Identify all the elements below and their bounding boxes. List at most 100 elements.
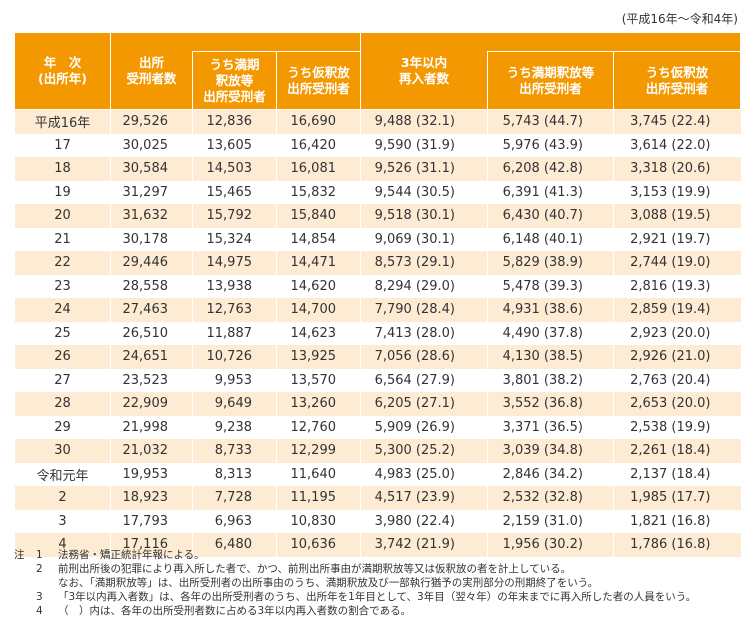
value-cell: 3,745 (22.4) <box>613 109 741 134</box>
value-cell: 3,088 (19.5) <box>613 204 741 228</box>
header-released-parole: うち仮釈放 出所受刑者 <box>276 51 361 110</box>
value-cell: 2,859 (19.4) <box>613 298 741 322</box>
year-cell: 29 <box>14 415 111 439</box>
value-cell: 3,318 (20.6) <box>613 157 741 181</box>
value-cell: 8,733 <box>192 439 277 463</box>
value-cell: 21,998 <box>110 415 193 439</box>
period-label: (平成16年～令和4年) <box>621 12 738 26</box>
value-cell: 14,503 <box>192 157 277 181</box>
value-cell: 3,742 (21.9) <box>360 533 488 557</box>
value-cell: 18,923 <box>110 486 193 510</box>
value-cell: 9,069 (30.1) <box>360 227 488 251</box>
value-cell: 11,887 <box>192 321 277 345</box>
value-cell: 22,909 <box>110 392 193 416</box>
value-cell: 13,925 <box>276 345 361 369</box>
value-cell: 13,938 <box>192 274 277 298</box>
value-cell: 2,137 (18.4) <box>613 462 741 486</box>
value-cell: 2,921 (19.7) <box>613 227 741 251</box>
value-cell: 8,294 (29.0) <box>360 274 488 298</box>
value-cell: 4,130 (38.5) <box>487 345 614 369</box>
table-row: 26 24,651 10,726 13,925 7,056 (28.6) 4,130 (3… <box>14 345 741 369</box>
table-row: 18 30,584 14,503 16,081 9,526 (31.1) 6,208 (4… <box>14 157 741 181</box>
note-label <box>14 562 36 576</box>
value-cell: 2,538 (19.9) <box>613 415 741 439</box>
table-row: 19 31,297 15,465 15,832 9,544 (30.5) 6,391 (4… <box>14 180 741 204</box>
table-row: 27 23,523 9,953 13,570 6,564 (27.9) 3,801 (38… <box>14 368 741 392</box>
year-cell: 18 <box>14 157 111 181</box>
header-reentry-expiry: うち満期釈放等 出所受刑者 <box>487 51 614 110</box>
value-cell: 17,116 <box>110 533 193 557</box>
value-cell: 29,526 <box>110 109 193 134</box>
year-cell: 21 <box>14 227 111 251</box>
value-cell: 7,056 (28.6) <box>360 345 488 369</box>
value-cell: 4,490 (37.8) <box>487 321 614 345</box>
year-cell: 30 <box>14 439 111 463</box>
value-cell: 2,763 (20.4) <box>613 368 741 392</box>
note-item: なお、「満期釈放等」は、出所受刑者の出所事由のうち、満期釈放及び一部執行猶予の実… <box>14 576 750 590</box>
value-cell: 12,760 <box>276 415 361 439</box>
header-reentry: 3年以内 再入者数 <box>360 32 488 110</box>
value-cell: 5,976 (43.9) <box>487 133 614 157</box>
value-cell: 13,260 <box>276 392 361 416</box>
year-cell: 28 <box>14 392 111 416</box>
header-released-expiry: うち満期 釈放等 出所受刑者 <box>192 51 277 110</box>
value-cell: 3,801 (38.2) <box>487 368 614 392</box>
table-row: 4 17,116 6,480 10,636 3,742 (21.9) 1,956 (30.… <box>14 533 741 557</box>
value-cell: 10,726 <box>192 345 277 369</box>
year-cell: 平成16年 <box>14 109 111 134</box>
value-cell: 3,552 (36.8) <box>487 392 614 416</box>
value-cell: 15,832 <box>276 180 361 204</box>
value-cell: 30,178 <box>110 227 193 251</box>
note-number: 2 <box>36 563 43 575</box>
value-cell: 15,324 <box>192 227 277 251</box>
note-text: 前刑出所後の犯罪により再入所した者で、かつ、前刑出所事由が満期釈放等又は仮釈放の… <box>58 563 572 575</box>
value-cell: 14,620 <box>276 274 361 298</box>
year-cell: 17 <box>14 133 111 157</box>
value-cell: 11,640 <box>276 462 361 486</box>
year-cell: 24 <box>14 298 111 322</box>
value-cell: 14,471 <box>276 251 361 275</box>
value-cell: 6,208 (42.8) <box>487 157 614 181</box>
note-item: 注 1 法務省・矯正統計年報による。 <box>14 548 750 562</box>
table-row: 25 26,510 11,887 14,623 7,413 (28.0) 4,490 (3… <box>14 321 741 345</box>
value-cell: 12,763 <box>192 298 277 322</box>
value-cell: 2,846 (34.2) <box>487 462 614 486</box>
value-cell: 9,544 (30.5) <box>360 180 488 204</box>
value-cell: 15,840 <box>276 204 361 228</box>
header-year: 年 次 (出所年) <box>14 32 111 110</box>
value-cell: 12,299 <box>276 439 361 463</box>
value-cell: 2,926 (21.0) <box>613 345 741 369</box>
table-row: 17 30,025 13,605 16,420 9,590 (31.9) 5,976 (4… <box>14 133 741 157</box>
value-cell: 6,148 (40.1) <box>487 227 614 251</box>
value-cell: 13,605 <box>192 133 277 157</box>
notes: 注 1 法務省・矯正統計年報による。 2 前刑出所後の犯罪により再入所した者で、かつ、前… <box>14 548 750 618</box>
value-cell: 5,909 (26.9) <box>360 415 488 439</box>
year-cell: 25 <box>14 321 111 345</box>
value-cell: 1,786 (16.8) <box>613 533 741 557</box>
year-cell: 19 <box>14 180 111 204</box>
table-row: 20 31,632 15,792 15,840 9,518 (30.1) 6,430 (4… <box>14 204 741 228</box>
note-text: 「3年以内再入者数」は、各年の出所受刑者のうち、出所年を1年目として、3年目（翌… <box>58 591 697 603</box>
value-cell: 29,446 <box>110 251 193 275</box>
table-row: 30 21,032 8,733 12,299 5,300 (25.2) 3,039 (34… <box>14 439 741 463</box>
value-cell: 28,558 <box>110 274 193 298</box>
value-cell: 10,830 <box>276 509 361 533</box>
value-cell: 11,195 <box>276 486 361 510</box>
note-text: 法務省・矯正統計年報による。 <box>58 549 205 561</box>
note-number: 3 <box>36 591 43 603</box>
value-cell: 14,700 <box>276 298 361 322</box>
value-cell: 3,039 (34.8) <box>487 439 614 463</box>
year-cell: 23 <box>14 274 111 298</box>
value-cell: 5,829 (38.9) <box>487 251 614 275</box>
value-cell: 27,463 <box>110 298 193 322</box>
value-cell: 26,510 <box>110 321 193 345</box>
value-cell: 6,430 (40.7) <box>487 204 614 228</box>
table-row: 29 21,998 9,238 12,760 5,909 (26.9) 3,371 (36… <box>14 415 741 439</box>
value-cell: 6,963 <box>192 509 277 533</box>
value-cell: 2,159 (31.0) <box>487 509 614 533</box>
note-label <box>14 576 36 590</box>
value-cell: 15,465 <box>192 180 277 204</box>
value-cell: 4,517 (23.9) <box>360 486 488 510</box>
year-cell: 令和元年 <box>14 462 111 486</box>
note-number <box>36 576 58 590</box>
